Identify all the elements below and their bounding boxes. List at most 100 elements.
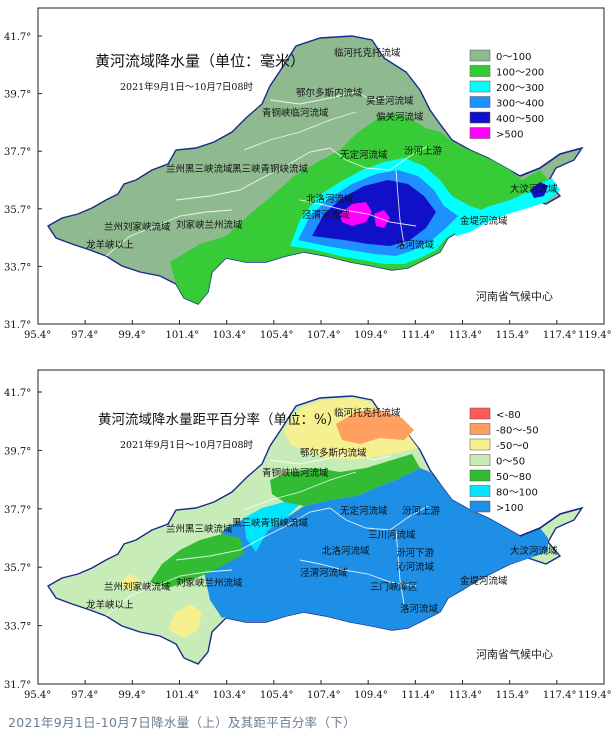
region-label: 偏关河流域 bbox=[376, 111, 424, 123]
lon-label: 95.4° bbox=[24, 690, 51, 701]
region-label: 鄂尔多斯内流域 bbox=[296, 87, 363, 99]
region-label: 龙羊峡以上 bbox=[86, 239, 134, 251]
lon-label: 107.4° bbox=[307, 690, 341, 701]
region-label: 兰州黑三峡流域 bbox=[166, 523, 233, 535]
legend: <-80 -80～-50 -50～0 0～50 50～80 80～100 >100 bbox=[469, 407, 539, 514]
region-label: 汾河下游 bbox=[396, 547, 435, 559]
map-period: 2021年9月1日～10月7日08时 bbox=[120, 439, 253, 451]
lat-label: 41.7° bbox=[4, 388, 31, 399]
region-label: 金堤河流域 bbox=[460, 215, 508, 227]
lon-label: 109.4° bbox=[354, 690, 388, 701]
region-label: 刘家峡兰州流域 bbox=[176, 577, 243, 589]
lon-axis: 95.4° 97.4° 99.4° 101.4° 103.4° 105.4° 107.4° 1… bbox=[24, 680, 612, 701]
lon-label: 105.4° bbox=[260, 690, 294, 701]
region-label: 无定河流域 bbox=[340, 505, 388, 517]
lat-axis: 41.7° 39.7° 37.7° 35.7° 33.7° 31.7° bbox=[4, 388, 42, 691]
region-label: 大汶河流域 bbox=[510, 545, 558, 557]
lon-label: 97.4° bbox=[71, 330, 98, 341]
lon-label: 109.4° bbox=[354, 330, 388, 341]
lat-label: 31.7° bbox=[4, 680, 31, 691]
legend-swatch bbox=[469, 65, 491, 77]
legend-label: 400～500 bbox=[496, 114, 544, 125]
yellow-river-east bbox=[519, 507, 583, 537]
lat-label: 35.7° bbox=[4, 205, 31, 216]
lon-label: 101.4° bbox=[166, 690, 200, 701]
legend-label: 80～100 bbox=[496, 488, 538, 499]
region-label: 汾河上游 bbox=[404, 145, 443, 157]
anomaly-map-svg: <-80 -80～-50 -50～0 0～50 50～80 80～100 >100 黄河流域… bbox=[4, 369, 612, 701]
legend: 0～100 100～200 200～300 300～400 400～500 >500 bbox=[469, 49, 544, 141]
region-label: 泾渭河流域 bbox=[300, 567, 348, 579]
region-label: 北洛河流域 bbox=[322, 545, 370, 557]
precipitation-map: 0～100 100～200 200～300 300～400 400～500 >500 黄河… bbox=[0, 0, 616, 350]
precipitation-map-svg: 0～100 100～200 200～300 300～400 400～500 >500 黄河… bbox=[4, 7, 612, 341]
legend-swatch bbox=[469, 423, 491, 435]
map-title: 黄河流域降水量（单位：毫米） bbox=[95, 52, 305, 70]
legend-label: <-80 bbox=[496, 410, 521, 421]
zone-400-500 bbox=[312, 180, 436, 246]
region-label: 无定河流域 bbox=[340, 149, 388, 161]
lat-label: 37.7° bbox=[4, 147, 31, 158]
region-label: 汾河上游 bbox=[402, 505, 441, 517]
lat-axis: 41.7° 39.7° 37.7° 35.7° 33.7° 31.7° bbox=[4, 32, 42, 331]
legend-label: 200～300 bbox=[496, 83, 544, 94]
region-label: 兰州刘家峡流域 bbox=[104, 221, 171, 233]
lon-label: 99.4° bbox=[118, 330, 145, 341]
legend-swatch bbox=[469, 454, 491, 466]
legend-swatch bbox=[469, 407, 491, 420]
lat-label: 31.7° bbox=[4, 320, 31, 331]
lon-label: 119.4° bbox=[578, 330, 612, 341]
region-label: 兰州黑三峡流域 bbox=[166, 163, 233, 175]
legend-label: -80～-50 bbox=[496, 426, 539, 437]
region-label: 刘家峡兰州流域 bbox=[176, 219, 243, 231]
zone-minus80-minus50 bbox=[336, 410, 414, 444]
zone-50-80-west bbox=[150, 534, 244, 588]
region-label: 龙羊峡以上 bbox=[86, 599, 134, 611]
legend-label: >100 bbox=[496, 503, 523, 514]
lon-label: 113.4° bbox=[449, 330, 483, 341]
legend-label: 100～200 bbox=[496, 68, 544, 79]
lon-label: 103.4° bbox=[213, 330, 247, 341]
lon-label: 97.4° bbox=[71, 690, 98, 701]
region-label: 吴堡河流域 bbox=[366, 95, 414, 107]
region-label: 黑三峡青铜峡流域 bbox=[232, 163, 309, 175]
legend-label: -50～0 bbox=[496, 441, 529, 452]
legend-label: 50～80 bbox=[496, 472, 531, 483]
lon-label: 111.4° bbox=[401, 690, 435, 701]
zone-minus50-0-west2 bbox=[120, 574, 140, 590]
map-credit: 河南省气候中心 bbox=[476, 647, 553, 661]
legend-swatch bbox=[469, 49, 491, 62]
legend-swatch bbox=[469, 111, 491, 124]
lon-label: 101.4° bbox=[166, 330, 200, 341]
legend-swatch bbox=[469, 438, 491, 451]
lat-label: 41.7° bbox=[4, 32, 31, 43]
region-label: 沁河流域 bbox=[396, 561, 435, 573]
region-label: 北洛河流域 bbox=[306, 193, 354, 205]
subbasin-boundaries bbox=[105, 91, 429, 257]
map-title: 黄河流域降水量距平百分率（单位：%） bbox=[98, 411, 340, 428]
region-label: 大汶河流域 bbox=[510, 183, 558, 195]
legend-swatch bbox=[469, 127, 491, 139]
legend-label: 300～400 bbox=[496, 99, 544, 110]
region-label: 青铜峡临河流域 bbox=[262, 107, 329, 119]
legend-swatch bbox=[469, 80, 491, 93]
figure-caption: 2021年9月1日-10月7日降水量（上）及其距平百分率（下） bbox=[8, 715, 356, 730]
lon-label: 117.4° bbox=[543, 690, 577, 701]
yellow-river-east bbox=[519, 147, 583, 177]
region-label: 兰州刘家峡流域 bbox=[104, 581, 171, 593]
map-credit: 河南省气候中心 bbox=[476, 289, 553, 303]
lon-label: 99.4° bbox=[118, 690, 145, 701]
subbasin-boundaries bbox=[105, 451, 429, 617]
map-period: 2021年9月1日～10月7日08时 bbox=[120, 81, 253, 93]
lower-reaches-blue bbox=[530, 182, 548, 198]
legend-label: >500 bbox=[496, 130, 523, 141]
region-label: 三门峡库区 bbox=[370, 581, 418, 593]
region-label: 金堤河流域 bbox=[460, 575, 508, 587]
lon-label: 107.4° bbox=[307, 330, 341, 341]
lon-label: 113.4° bbox=[449, 690, 483, 701]
lon-label: 115.4° bbox=[496, 330, 530, 341]
lat-label: 39.7° bbox=[4, 446, 31, 457]
region-label: 临河托克托流域 bbox=[334, 407, 401, 419]
region-label: 洛河流域 bbox=[396, 239, 435, 251]
